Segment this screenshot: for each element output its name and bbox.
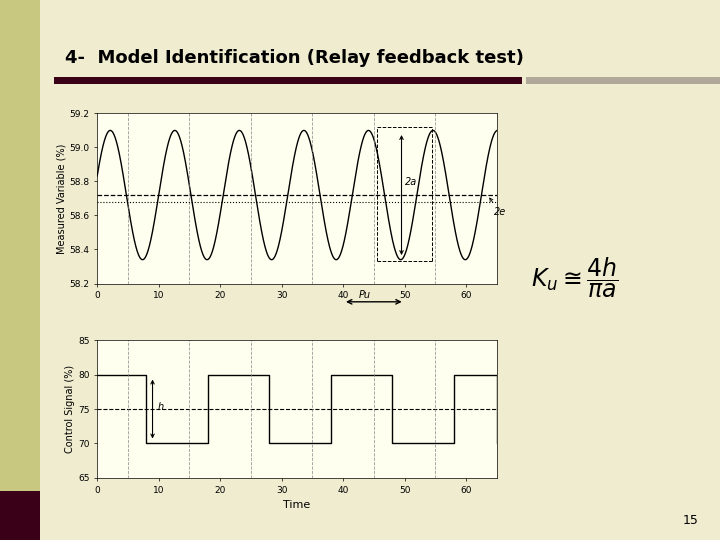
Y-axis label: Measured Variable (%): Measured Variable (%): [57, 143, 67, 254]
X-axis label: Time: Time: [284, 500, 310, 510]
Text: 2e: 2e: [490, 198, 506, 218]
Text: 2a: 2a: [405, 177, 417, 187]
Text: 15: 15: [683, 514, 698, 526]
Text: h: h: [158, 402, 163, 413]
Text: Pu: Pu: [359, 289, 371, 300]
Y-axis label: Control Signal (%): Control Signal (%): [66, 365, 76, 453]
Text: 4-  Model Identification (Relay feedback test): 4- Model Identification (Relay feedback …: [65, 49, 523, 66]
Text: $K_u \cong \dfrac{4h}{\pi a}$: $K_u \cong \dfrac{4h}{\pi a}$: [531, 255, 619, 300]
